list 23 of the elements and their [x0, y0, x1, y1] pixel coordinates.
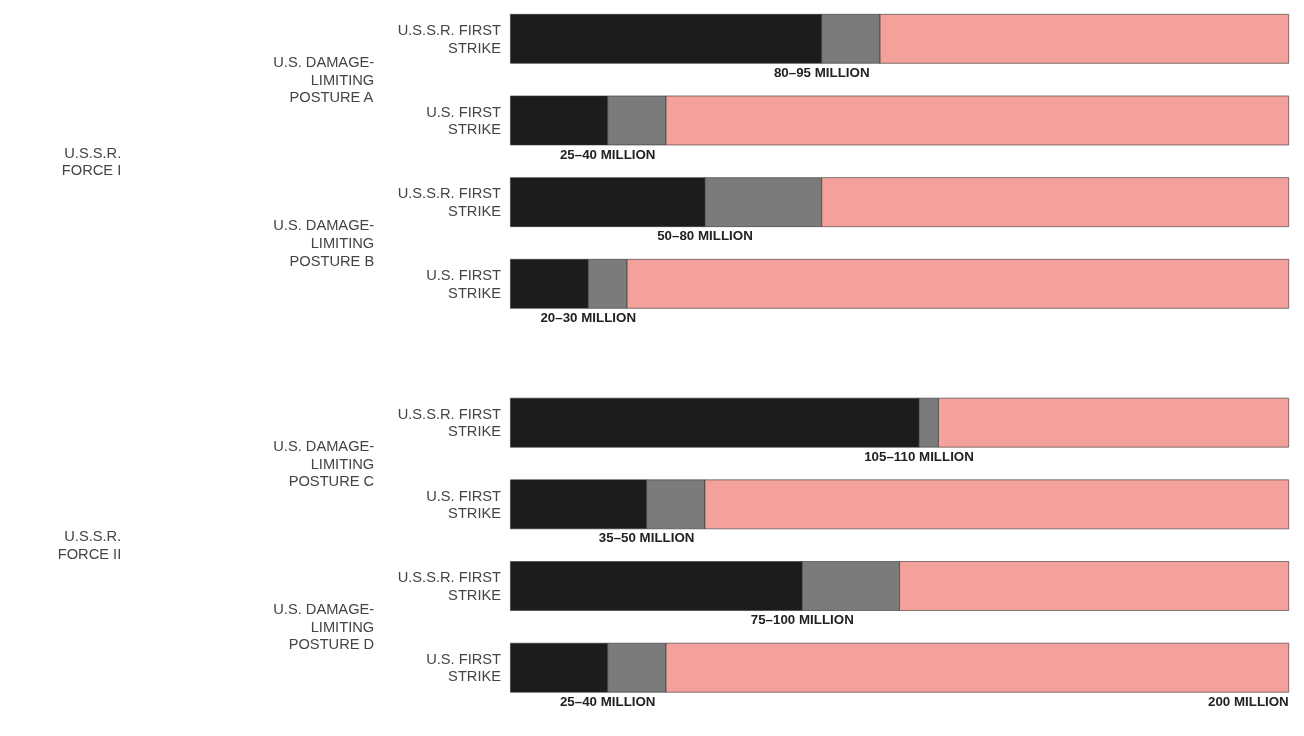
text: U.S. DAMAGE- LIMITING POSTURE A [273, 54, 375, 106]
text: U.S. DAMAGE- LIMITING POSTURE B [273, 217, 375, 269]
data-label: 35–50 MILLION [598, 530, 695, 546]
y-tick-label: U.S. FIRST STRIKE [426, 650, 502, 685]
data-label: 75–100 MILLION [750, 612, 854, 628]
y-tick-label: U.S. FIRST STRIKE [426, 487, 502, 522]
text: U.S.S.R. FORCE II [57, 528, 122, 562]
y-tick-label: U.S.S.R. FIRST STRIKE [397, 22, 502, 56]
data-label: 20–30 MILLION [540, 309, 637, 325]
data-label: 105–110 MILLION [864, 448, 974, 464]
y-tick-label: U.S. FIRST STRIKE [426, 103, 502, 138]
data-label: 25–40 MILLION [559, 146, 656, 162]
y-tick-label: U.S.S.R. FIRST STRIKE [397, 185, 502, 219]
y-tick-label: U.S.S.R. FIRST STRIKE [397, 569, 502, 603]
data-label: 50–80 MILLION [657, 228, 753, 244]
data-label: 25–40 MILLION [559, 693, 656, 709]
text: U.S.S.R. FORCE I [61, 144, 122, 179]
y-tick-label: U.S.S.R. FIRST STRIKE [397, 405, 502, 440]
annotation: 200 MILLION [1207, 693, 1289, 709]
text: U.S. DAMAGE- LIMITING POSTURE C [273, 437, 375, 490]
text: U.S. DAMAGE- LIMITING POSTURE D [273, 601, 375, 653]
data-label: 80–95 MILLION [773, 64, 870, 80]
y-tick-label: U.S. FIRST STRIKE [426, 267, 502, 301]
